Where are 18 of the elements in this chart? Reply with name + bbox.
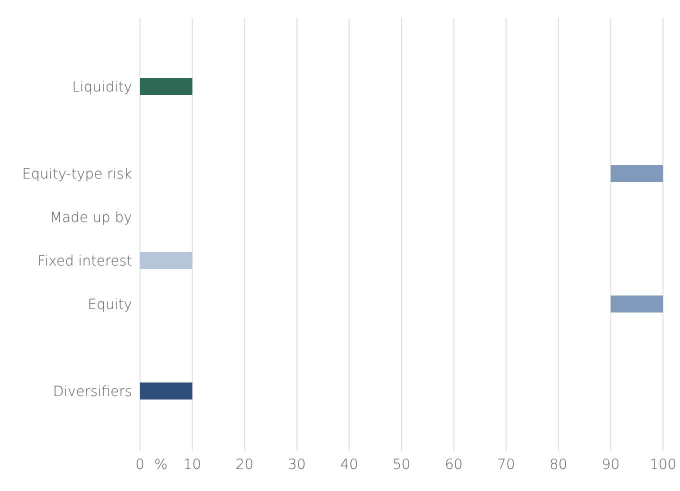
x-tick-label: 0: [136, 456, 144, 473]
y-tick-label: Diversifiers: [53, 384, 132, 400]
y-tick-label: Liquidity: [72, 80, 132, 96]
y-tick-label: Equity: [88, 297, 132, 314]
x-tick-label: 100: [650, 456, 676, 473]
x-tick-label: 50: [392, 456, 410, 473]
y-tick-label: Fixed interest: [38, 254, 132, 270]
x-tick-label: 80: [549, 456, 568, 473]
x-tick-label: 70: [497, 456, 516, 473]
x-tick-label: 20: [236, 456, 254, 473]
x-tick-label: 90: [602, 456, 620, 473]
x-tick-label: 60: [444, 456, 463, 473]
y-tick-label: Made up by: [50, 210, 132, 226]
y-tick-label: Equity-type risk: [22, 166, 132, 183]
x-tick-label: 30: [288, 456, 306, 473]
x-axis-title: %: [154, 457, 168, 473]
x-tick-label: 10: [183, 456, 202, 473]
x-tick-label: 40: [340, 456, 358, 473]
